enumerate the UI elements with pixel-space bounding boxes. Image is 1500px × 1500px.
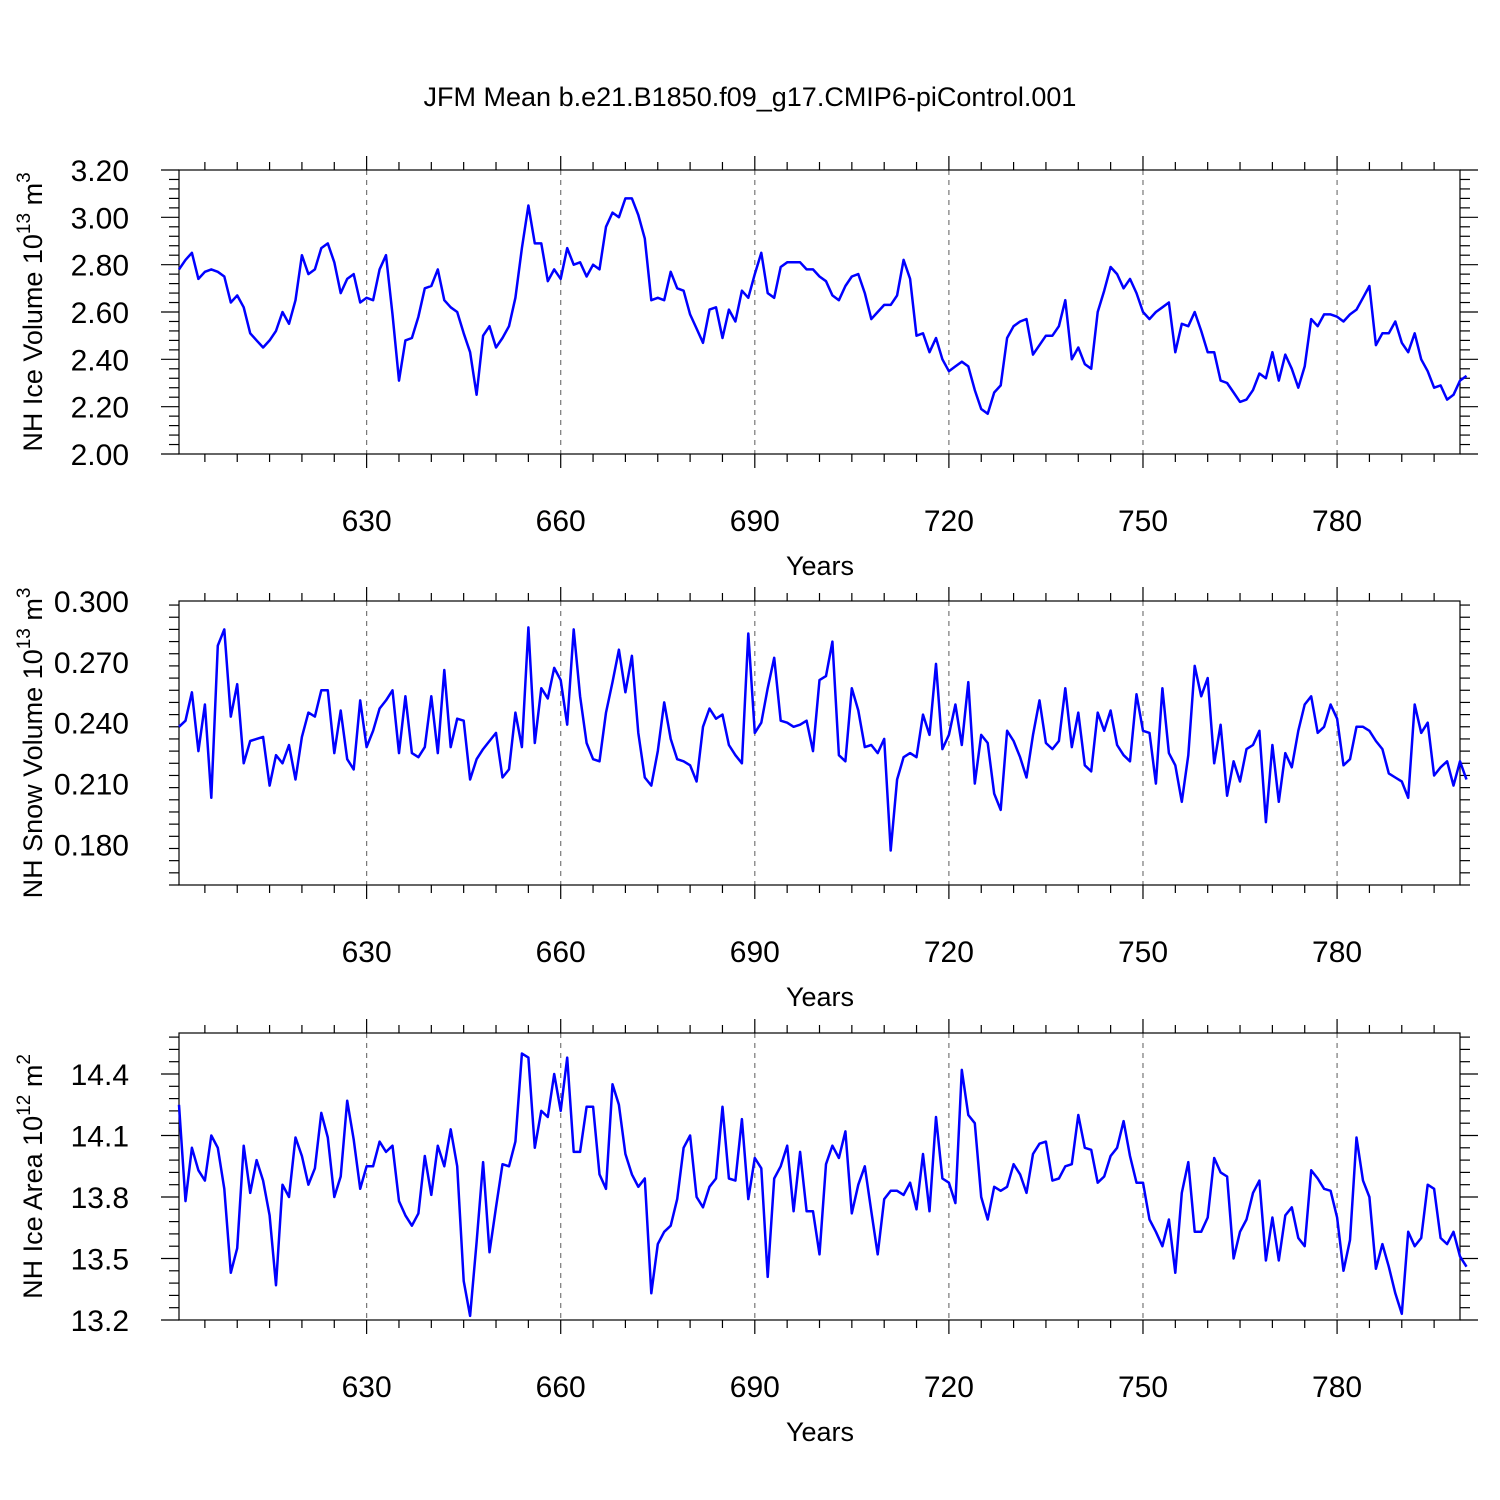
x-tick-label: 690: [730, 936, 780, 969]
x-tick-label: 660: [536, 936, 586, 969]
x-tick-label: 720: [924, 1371, 974, 1404]
y-axis-title-unit: m: [18, 1065, 48, 1095]
x-axis-title: Years: [786, 1417, 854, 1447]
y-axis-title-text: NH Ice Volume 10: [18, 234, 48, 452]
x-tick-label: 630: [342, 936, 392, 969]
x-axis-title: Years: [786, 551, 854, 581]
chart-title: JFM Mean b.e21.B1850.f09_g17.CMIP6-piCon…: [424, 82, 1077, 112]
x-tick-label: 780: [1312, 505, 1362, 538]
series-line: [178, 626, 1468, 852]
y-tick-label: 0.210: [54, 769, 129, 802]
x-tick-label: 660: [536, 1371, 586, 1404]
y-axis-title-exponent: 13: [14, 628, 35, 649]
y-tick-label: 14.4: [71, 1059, 129, 1092]
y-tick-label: 3.00: [71, 202, 129, 235]
x-tick-label: 750: [1118, 1371, 1168, 1404]
y-tick-label: 14.1: [71, 1121, 129, 1154]
plot-frame: [178, 1032, 1461, 1321]
chart-panel-2: 0.180 0.210 0.240 0.270 0.300 630 660 690 720 750…: [14, 586, 1470, 1012]
y-axis-title: NH Snow Volume 1013 m3: [14, 588, 48, 899]
x-tick-label: 750: [1118, 936, 1168, 969]
x-tick-label: 750: [1118, 505, 1168, 538]
y-tick-label: 2.20: [71, 392, 129, 425]
y-axis-title-unit: m: [18, 598, 48, 628]
x-tick-label: 690: [730, 505, 780, 538]
y-axis-title: NH Ice Area 1012 m2: [14, 1054, 48, 1299]
y-axis-title-unit-exponent: 3: [14, 172, 35, 183]
y-tick-label: 3.20: [71, 155, 129, 188]
chart-panel-3: 13.2 13.5 13.8 14.1 14.4 630 660 690 720 750 780 Ye…: [14, 1019, 1478, 1447]
y-axis-title-unit: m: [18, 183, 48, 213]
x-tick-label: 780: [1312, 936, 1362, 969]
y-axis-title-exponent: 13: [14, 213, 35, 234]
x-tick-label: 780: [1312, 1371, 1362, 1404]
chart-panel-1: 2.00 2.20 2.40 2.60 2.80 3.00 3.20 630 660 690 720…: [14, 155, 1478, 581]
y-tick-label: 13.8: [71, 1182, 129, 1215]
plot-frame: [178, 169, 1461, 455]
plot-frame: [178, 600, 1461, 886]
y-tick-label: 13.2: [71, 1305, 129, 1338]
y-axis-title-text: NH Ice Area 10: [18, 1116, 48, 1299]
y-axis-title-unit-exponent: 2: [14, 1054, 35, 1065]
x-tick-label: 630: [342, 505, 392, 538]
y-tick-label: 0.300: [54, 586, 129, 619]
x-tick-label: 720: [924, 936, 974, 969]
y-tick-label: 0.240: [54, 708, 129, 741]
y-axis-title-unit-exponent: 3: [14, 588, 35, 599]
x-axis-title: Years: [786, 982, 854, 1012]
y-tick-label: 2.40: [71, 344, 129, 377]
x-tick-label: 660: [536, 505, 586, 538]
y-tick-label: 2.60: [71, 297, 129, 330]
y-tick-label: 0.180: [54, 829, 129, 862]
x-tick-label: 630: [342, 1371, 392, 1404]
y-axis-title: NH Ice Volume 1013 m3: [14, 172, 48, 451]
y-tick-label: 2.00: [71, 439, 129, 472]
series-line: [177, 197, 1468, 416]
y-axis-title-text: NH Snow Volume 10: [18, 649, 48, 898]
series-line: [177, 1052, 1468, 1318]
y-tick-label: 0.270: [54, 647, 129, 680]
y-axis-title-exponent: 12: [14, 1095, 35, 1116]
x-tick-label: 720: [924, 505, 974, 538]
x-tick-label: 690: [730, 1371, 780, 1404]
y-tick-label: 13.5: [71, 1244, 129, 1277]
y-tick-label: 2.80: [71, 250, 129, 283]
